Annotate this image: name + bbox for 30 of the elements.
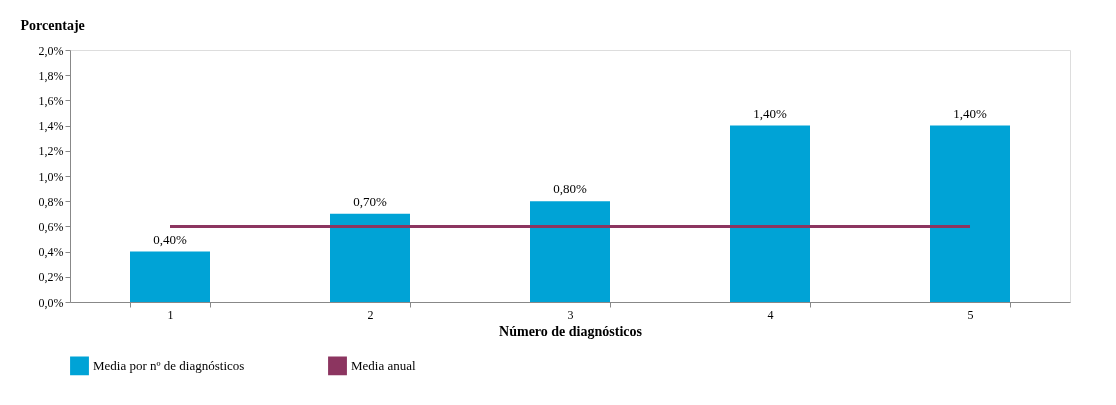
legend-label: Media por nº de diagnósticos [93,357,245,373]
legend-label: Media anual [351,357,416,373]
y-tick-label: 0,0% [38,295,64,310]
y-tick-label: 0,8% [38,194,64,209]
data-label: 1,40% [753,105,787,121]
data-label: 1,40% [953,105,987,121]
bar [530,201,610,302]
bar [130,251,210,302]
y-axis-title: Porcentaje [20,17,85,33]
x-axis-title: Número de diagnósticos [499,323,643,339]
x-tick-label: 3 [567,307,574,322]
x-tick-label: 5 [967,307,974,322]
y-tick-label: 1,8% [38,68,64,83]
y-tick-label: 1,2% [38,144,64,159]
x-tick-label: 2 [367,307,374,322]
y-tick-label: 0,2% [38,270,64,285]
x-tick-label: 4 [767,307,774,322]
x-tick-label: 1 [167,307,174,322]
bar [930,125,1010,302]
bar [330,213,410,302]
y-tick-label: 1,0% [38,169,64,184]
y-tick-label: 1,6% [38,93,64,108]
y-tick-label: 0,6% [38,219,64,234]
data-label: 0,40% [153,231,187,247]
data-label: 0,70% [353,193,387,209]
y-tick-label: 0,4% [38,245,64,260]
y-tick-label: 2,0% [38,43,64,58]
data-label: 0,80% [553,181,587,197]
bar [730,125,810,302]
y-tick-label: 1,4% [38,119,64,134]
